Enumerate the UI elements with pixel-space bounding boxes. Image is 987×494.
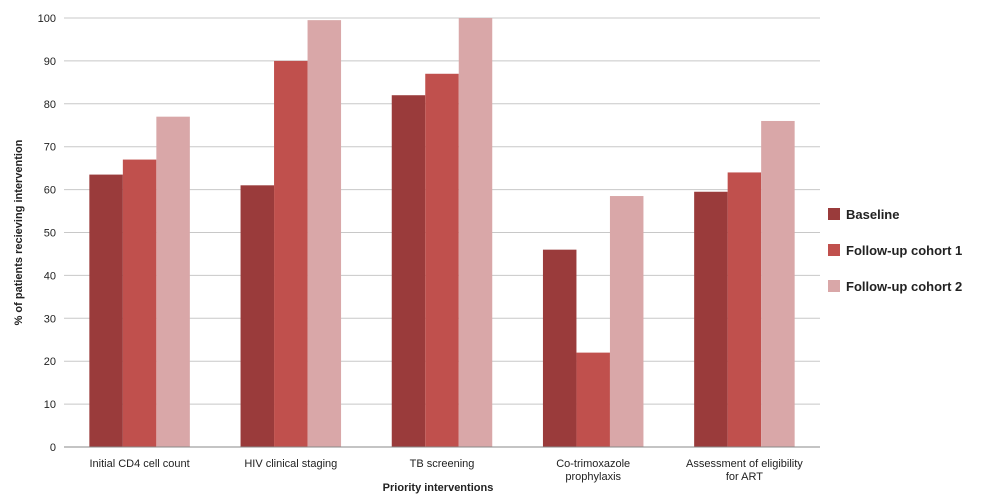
y-tick-label: 10 — [44, 399, 56, 411]
y-tick-label: 40 — [44, 270, 56, 282]
bar-1-2 — [307, 20, 342, 448]
bar-4-2 — [761, 120, 795, 448]
bar-2-1 — [425, 73, 459, 448]
y-tick-label: 70 — [44, 142, 56, 154]
bar-0-2 — [156, 116, 190, 448]
x-category-label: Assessment of eligibility — [686, 458, 803, 470]
x-category-label: TB screening — [410, 458, 475, 470]
bars — [89, 18, 795, 448]
bar-3-2 — [609, 196, 644, 447]
legend-swatch — [828, 208, 840, 220]
x-category-label: for ART — [726, 471, 763, 483]
bar-0-0 — [89, 174, 123, 447]
bar-4-1 — [727, 172, 762, 447]
y-tick-label: 30 — [44, 313, 56, 325]
bar-4-0 — [694, 191, 728, 447]
legend-label: Follow-up cohort 2 — [846, 279, 962, 294]
x-category-label: Initial CD4 cell count — [89, 458, 189, 470]
bar-3-0 — [542, 249, 577, 447]
y-tick-label: 0 — [50, 442, 56, 454]
x-category-label: HIV clinical staging — [244, 458, 337, 470]
legend-label: Baseline — [846, 207, 899, 222]
y-tick-label: 80 — [44, 99, 56, 111]
bar-2-0 — [391, 95, 426, 447]
y-axis-title: % of patients recieving intervention — [13, 139, 25, 325]
bar-0-1 — [122, 159, 157, 447]
bar-1-0 — [240, 185, 275, 447]
y-tick-label: 90 — [44, 56, 56, 68]
x-axis-categories: Initial CD4 cell count HIV clinical stagi… — [89, 458, 803, 483]
legend-label: Follow-up cohort 1 — [846, 243, 962, 258]
y-tick-label: 60 — [44, 185, 56, 197]
y-tick-label: 20 — [44, 356, 56, 368]
legend-swatch — [828, 244, 840, 256]
x-category-label: Co-trimoxazole — [556, 458, 630, 470]
bar-3-1 — [576, 352, 610, 447]
y-tick-label: 50 — [44, 228, 56, 240]
legend: Baseline Follow-up cohort 1 Follow-up coho… — [828, 207, 962, 294]
x-category-label: prophylaxis — [565, 471, 621, 483]
x-axis-title: Priority interventions — [383, 482, 494, 494]
bar-2-2 — [458, 18, 493, 447]
legend-swatch — [828, 280, 840, 292]
bar-1-1 — [274, 60, 308, 448]
y-axis-ticks: 0 10 20 30 40 50 60 70 80 90 100 — [38, 13, 56, 454]
y-tick-label: 100 — [38, 13, 56, 25]
